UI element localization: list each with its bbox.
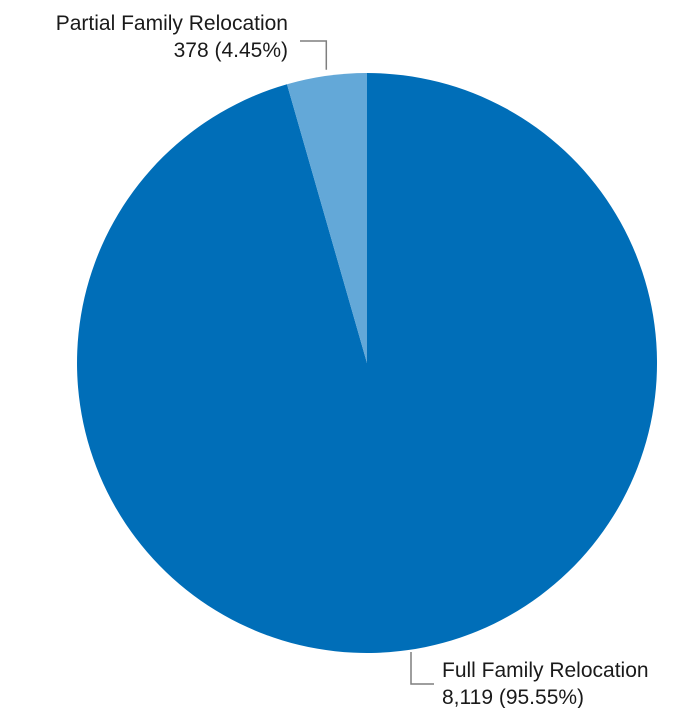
leader-lines [300, 40, 434, 685]
slice-labels: Partial Family Relocation 378 (4.45%) Fu… [56, 12, 649, 708]
slice-value-partial-family-relocation: 378 (4.45%) [174, 39, 288, 62]
leader-line-partial-family-relocation [300, 40, 328, 70]
pie-slice-partial-family-relocation [286, 73, 367, 363]
leader-line-full-family-relocation [410, 652, 434, 685]
slice-label-partial-family-relocation: Partial Family Relocation [56, 12, 288, 35]
slice-label-full-family-relocation: Full Family Relocation [442, 659, 649, 682]
pie-slice-full-family-relocation [77, 72, 658, 653]
slice-value-full-family-relocation: 8,119 (95.55%) [442, 686, 584, 708]
pie-slices [77, 72, 658, 653]
